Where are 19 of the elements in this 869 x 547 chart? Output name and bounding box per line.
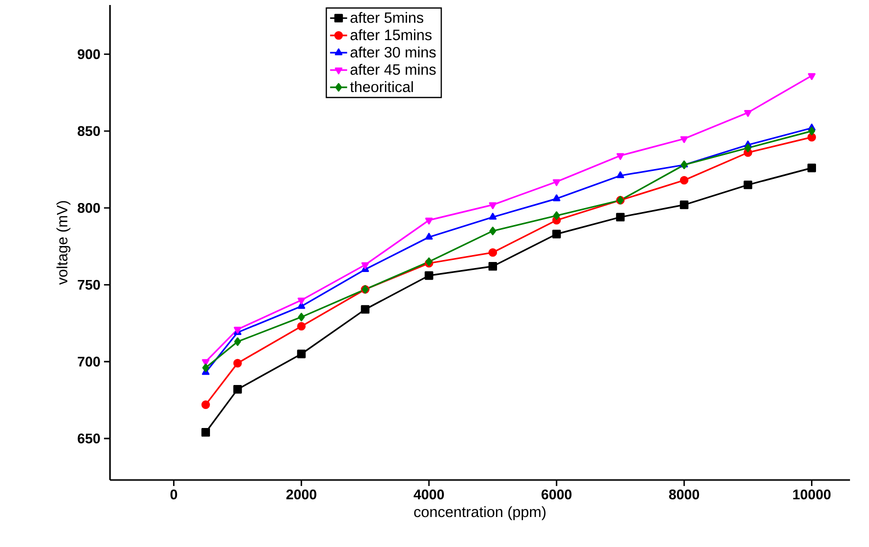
y-axis-title: voltage (mV) — [56, 201, 70, 285]
x-tick-label: 8000 — [669, 489, 700, 500]
x-tick-label: 0 — [170, 489, 178, 500]
legend-label: after 30 mins — [350, 46, 436, 58]
legend-label: theoritical — [350, 81, 413, 92]
y-tick-label: 800 — [78, 202, 100, 213]
x-tick-label: 4000 — [414, 489, 444, 500]
y-tick-label: 750 — [78, 280, 100, 290]
legend-label: after 5mins — [350, 12, 424, 23]
y-tick-label: 900 — [78, 49, 100, 60]
legend-label: after 15mins — [350, 29, 432, 40]
x-tick-label: 2000 — [286, 489, 316, 500]
y-tick-label: 850 — [78, 126, 100, 136]
legend-label: after 45 mins — [350, 64, 436, 75]
y-tick-label: 650 — [78, 434, 100, 444]
x-axis-title: concentration (ppm) — [414, 506, 546, 520]
x-tick-label: 6000 — [542, 489, 572, 500]
y-tick-label: 700 — [78, 356, 100, 367]
x-tick-label: 10000 — [793, 489, 831, 500]
